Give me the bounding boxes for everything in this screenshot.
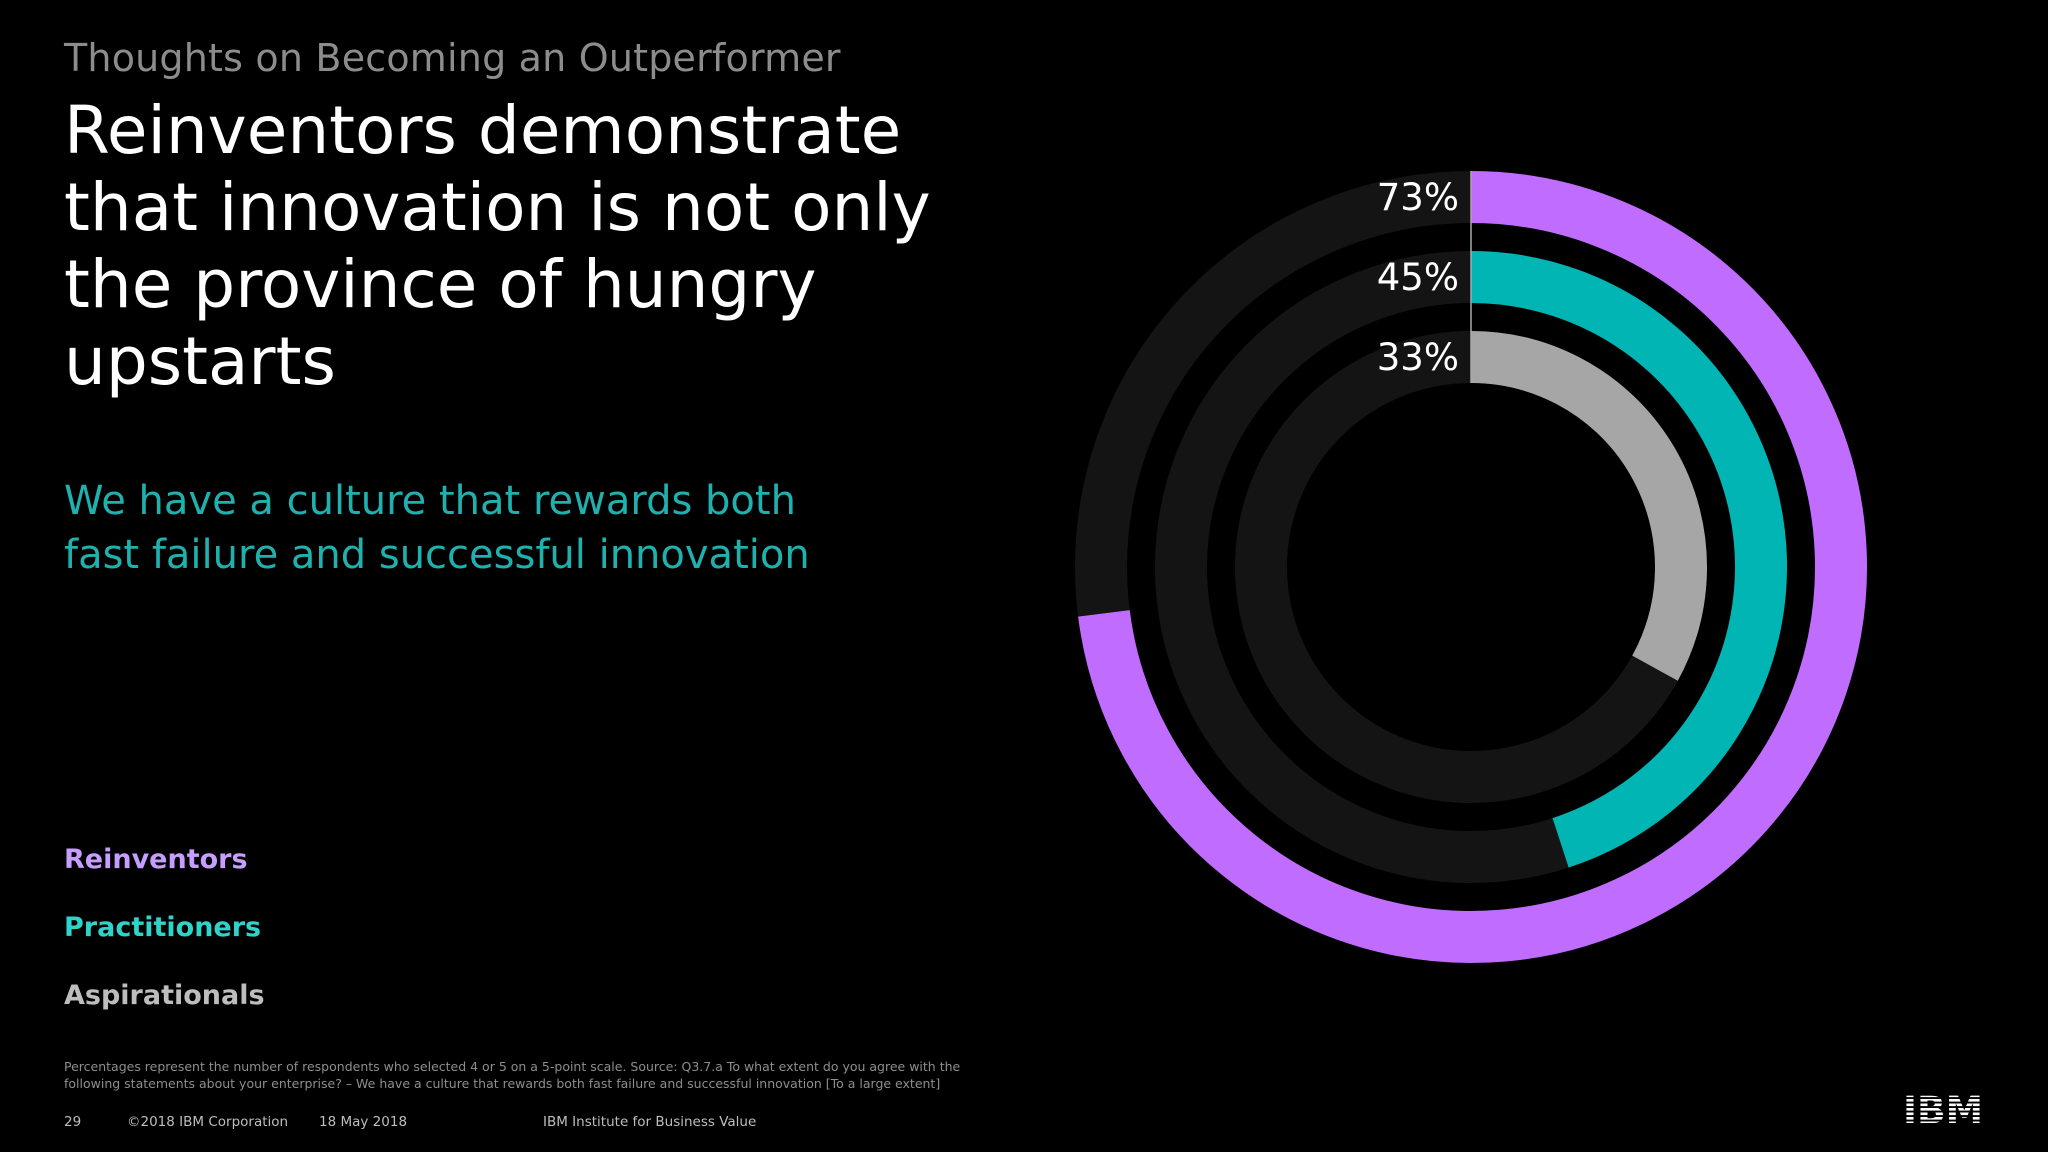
slide-date: 18 May 2018 — [319, 1114, 408, 1130]
legend-item-practitioners: Practitioners — [64, 912, 262, 943]
chart-legend: Reinventors Practitioners Aspirationals — [64, 826, 265, 1030]
ibm-logo-text: IBM — [1903, 1090, 1983, 1126]
slide-subhead: We have a culture that rewards both fast… — [64, 478, 810, 578]
copyright: ©2018 IBM Corporation — [127, 1114, 289, 1130]
data-label-reinventors: 73% — [1377, 176, 1459, 219]
slide-eyebrow: Thoughts on Becoming an Outperformer — [64, 36, 841, 80]
slide-headline: Reinventors demonstrate that innovation … — [64, 92, 931, 400]
legend-item-reinventors: Reinventors — [64, 844, 248, 875]
ibm-logo: IBM — [1903, 1090, 1983, 1126]
data-label-practitioners: 45% — [1377, 256, 1459, 299]
footer-source: IBM Institute for Business Value — [543, 1114, 757, 1130]
ring-bar-practitioners — [1470, 251, 1787, 868]
ring-bar-reinventors — [1078, 171, 1867, 963]
ring-bar-aspirationals — [1470, 331, 1707, 681]
page-number: 29 — [64, 1114, 82, 1130]
data-label-aspirationals: 33% — [1377, 336, 1459, 379]
legend-item-aspirationals: Aspirationals — [64, 980, 265, 1011]
footnote: Percentages represent the number of resp… — [64, 1059, 961, 1091]
